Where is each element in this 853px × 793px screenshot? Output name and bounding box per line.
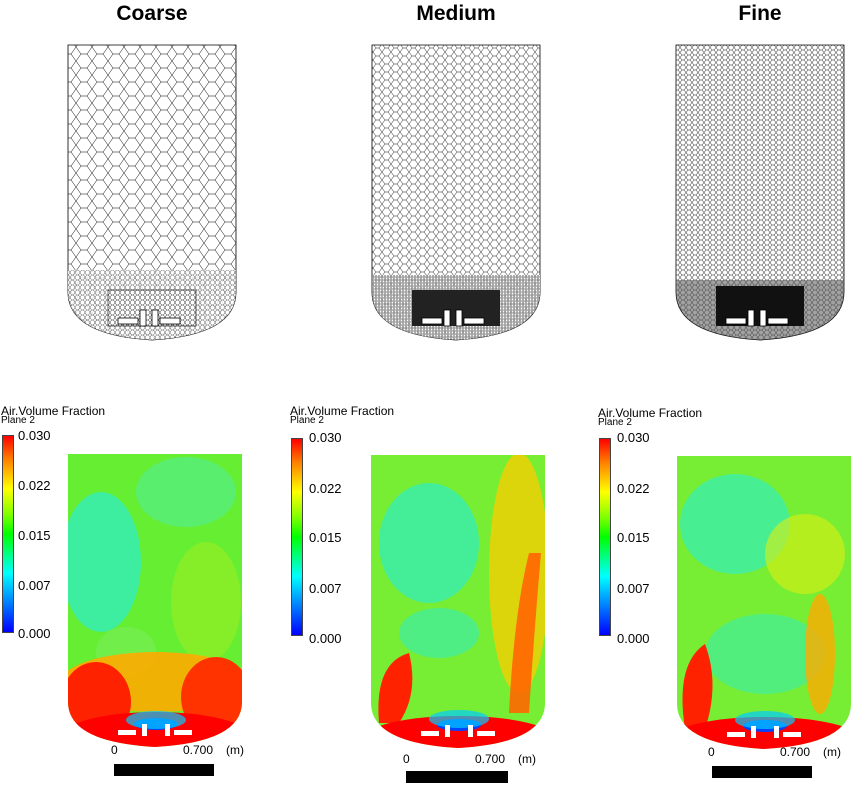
tick-label: 0.030 — [617, 430, 650, 445]
scale-end: 0.700 — [183, 743, 214, 757]
title-medium: Medium — [416, 2, 496, 25]
legend-subtitle: Plane 2 — [1, 415, 35, 426]
title-fine: Fine — [738, 2, 782, 25]
legend-subtitle: Plane 2 — [290, 415, 324, 426]
tick-label: 0.030 — [309, 430, 342, 445]
tick-label: 0.000 — [617, 631, 650, 646]
mesh-coarse — [67, 44, 237, 341]
scale-unit: (m) — [226, 743, 244, 757]
scale-bar — [406, 771, 508, 783]
tick-label: 0.007 — [309, 581, 342, 596]
tick-label: 0.000 — [309, 631, 342, 646]
contour-coarse — [68, 454, 242, 747]
legend-title: Air.Volume Fraction — [598, 406, 703, 420]
legend-fine: Air.Volume Fraction Plane 2 0.030 0.022 … — [597, 407, 702, 652]
tick-label: 0.022 — [617, 481, 650, 496]
tick-label: 0.007 — [18, 578, 51, 593]
tick-label: 0.015 — [309, 530, 342, 545]
scale-bar — [114, 764, 214, 776]
scale-bar — [712, 766, 812, 778]
tick-label: 0.022 — [309, 481, 342, 496]
colorbar — [599, 438, 611, 636]
scale-end: 0.700 — [780, 745, 811, 759]
scale-unit: (m) — [823, 745, 841, 759]
tick-label: 0.022 — [18, 478, 51, 493]
mesh-fine — [675, 44, 845, 341]
tick-label: 0.007 — [617, 581, 650, 596]
legend-subtitle: Plane 2 — [598, 417, 632, 428]
scale-end: 0.700 — [475, 752, 506, 766]
legend-title: Air.Volume Fraction — [1, 404, 106, 418]
contour-fine — [677, 456, 851, 749]
tick-label: 0.015 — [617, 530, 650, 545]
legend-coarse: Air.Volume Fraction Plane 2 0.030 0.022 … — [0, 405, 105, 645]
tick-label: 0.000 — [18, 626, 51, 641]
legend-title: Air.Volume Fraction — [290, 404, 395, 418]
mesh-medium — [371, 44, 541, 341]
scale-unit: (m) — [518, 752, 536, 766]
scale-start: 0 — [708, 745, 715, 759]
tick-label: 0.015 — [18, 528, 51, 543]
scale-start: 0 — [403, 752, 410, 766]
title-coarse: Coarse — [116, 2, 188, 25]
colorbar — [2, 435, 14, 633]
colorbar — [291, 438, 303, 636]
tick-label: 0.030 — [18, 428, 51, 443]
legend-medium: Air.Volume Fraction Plane 2 0.030 0.022 … — [289, 405, 394, 650]
contour-medium — [371, 455, 545, 748]
scale-start: 0 — [111, 743, 118, 757]
